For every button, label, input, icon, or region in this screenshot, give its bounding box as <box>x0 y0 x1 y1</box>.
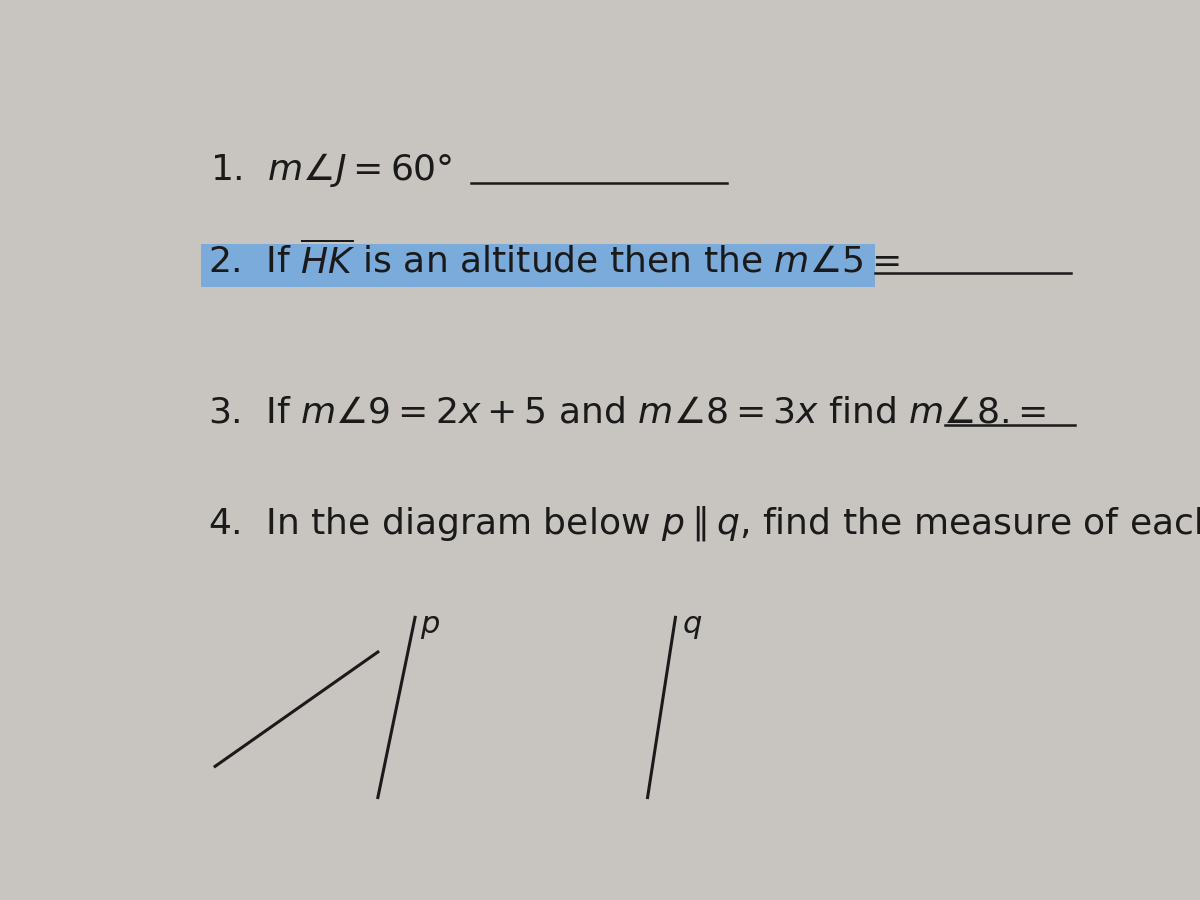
Text: 3.  If $m\angle 9=2x+5$ and $m\angle 8=3x$ find $m\angle 8.$=: 3. If $m\angle 9=2x+5$ and $m\angle 8=3x… <box>208 396 1046 430</box>
Text: 1.  $m\angle J = 60°$: 1. $m\angle J = 60°$ <box>210 151 454 189</box>
FancyBboxPatch shape <box>202 244 876 287</box>
Text: q: q <box>683 610 702 639</box>
Text: p: p <box>420 610 439 639</box>
Text: 4.  In the diagram below $p \parallel q$, find the measure of each angle.: 4. In the diagram below $p \parallel q$,… <box>208 504 1200 544</box>
Text: 2.  If $\overline{HK}$ is an altitude then the $m\angle 5=$: 2. If $\overline{HK}$ is an altitude the… <box>208 241 900 280</box>
